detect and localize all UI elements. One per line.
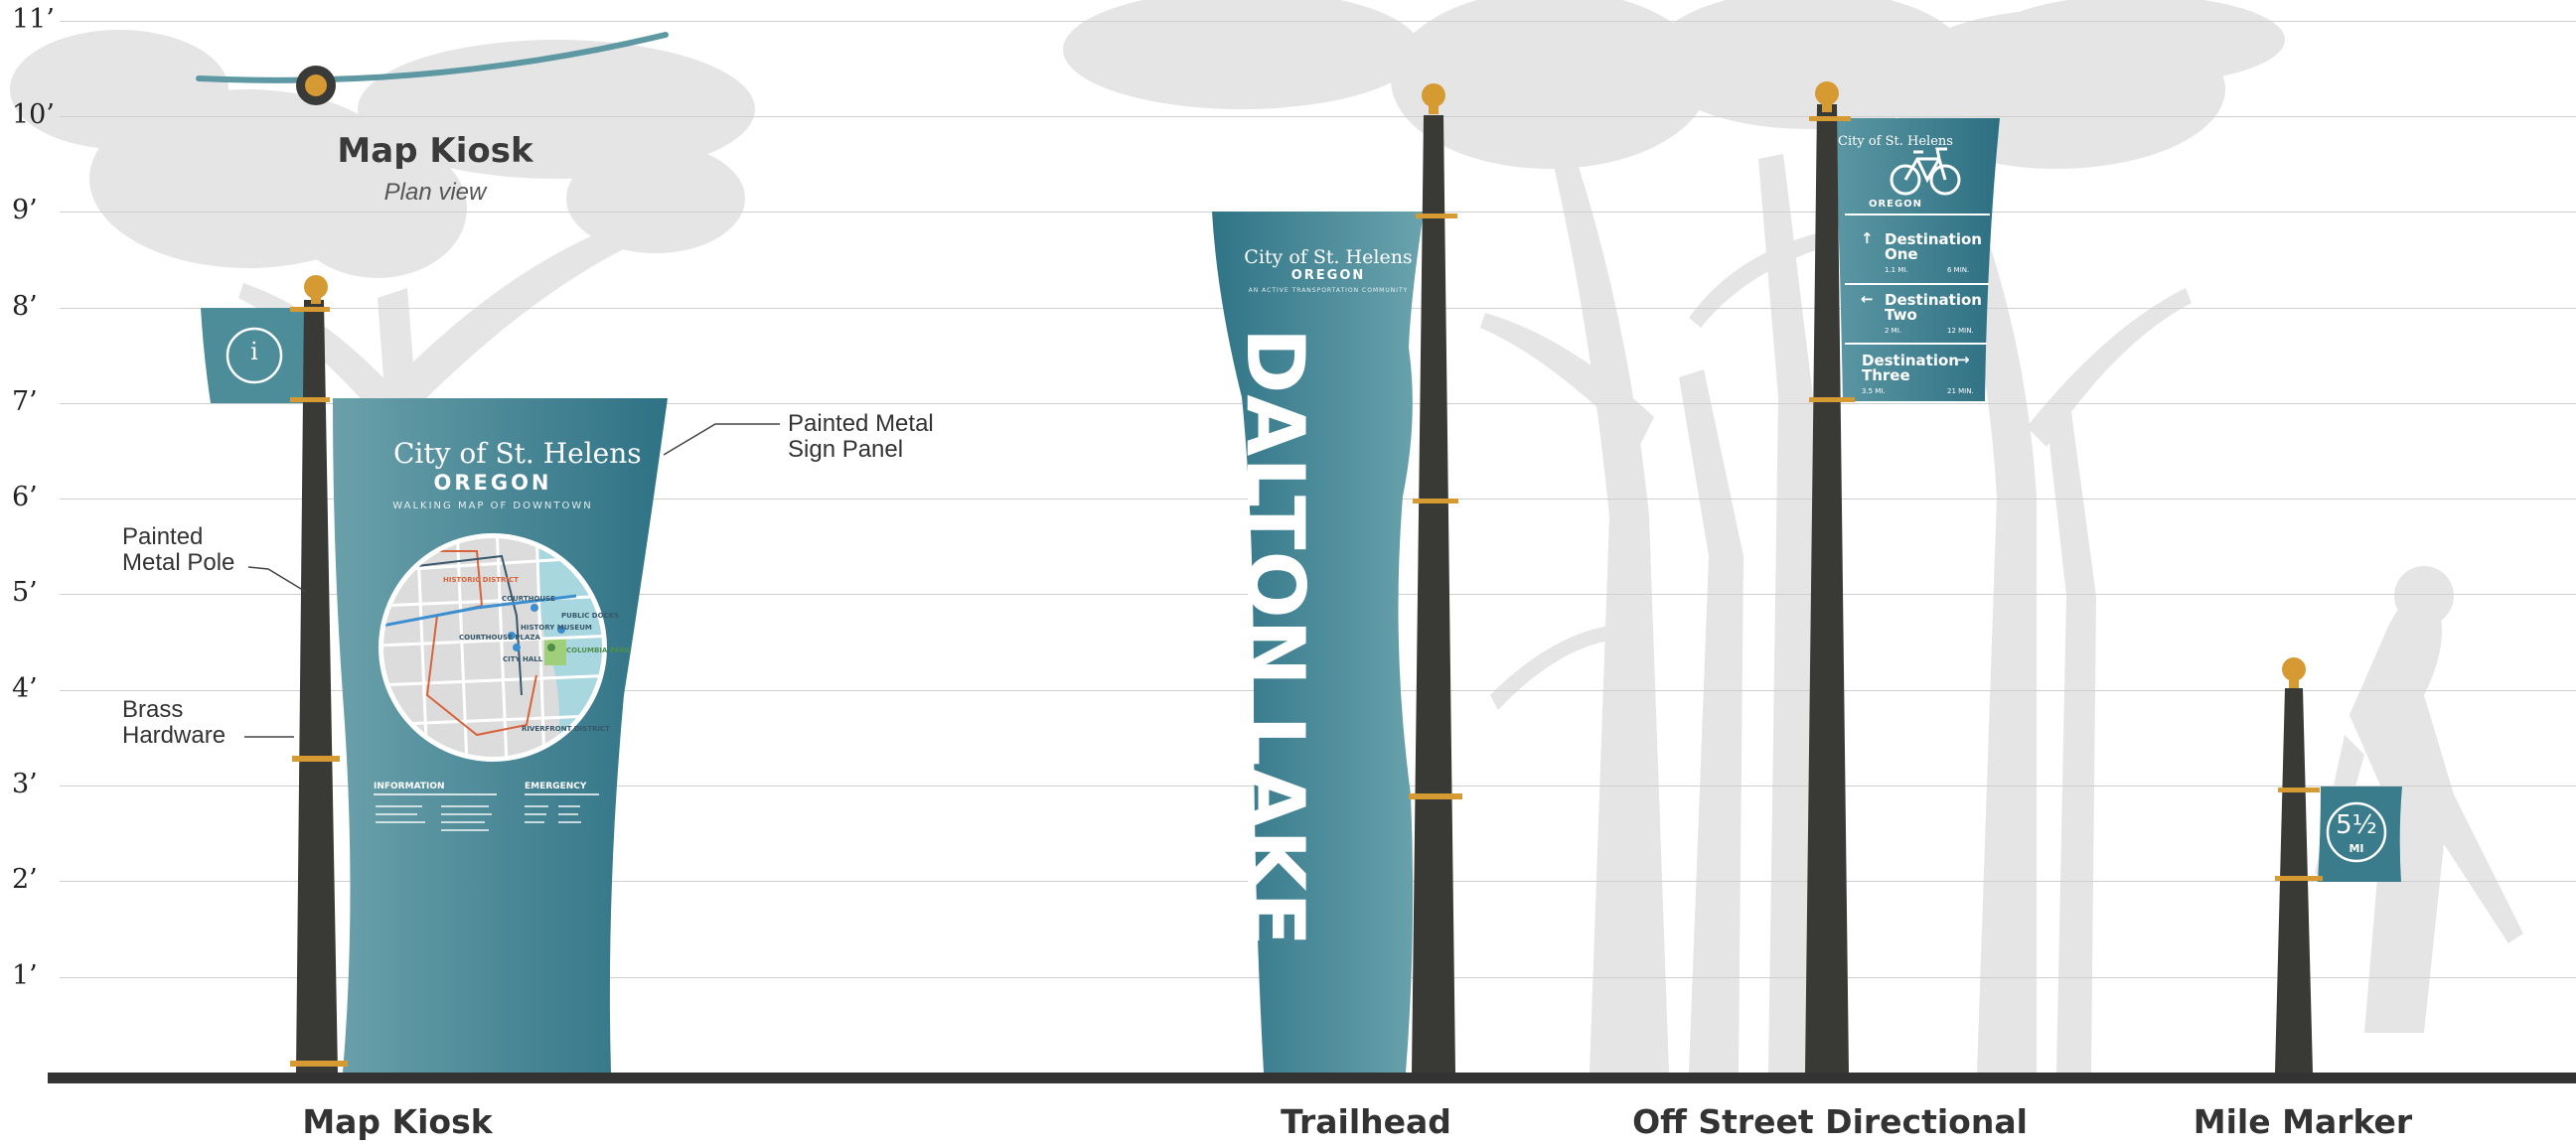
title-trailhead: Trailhead [1281, 1102, 1451, 1141]
trailhead-name: DALTON LAKE [1229, 328, 1321, 947]
height-label-2ft: 2’ [12, 864, 38, 895]
trailhead-subtitle: AN ACTIVE TRANSPORTATION COMMUNITY [1248, 287, 1409, 294]
map-label-riverfront-district: RIVERFRONT DISTRICT [522, 725, 610, 733]
trailhead-panel [1212, 212, 1424, 1073]
arrow-right-icon: → [1957, 351, 1970, 368]
off-street-finial [1815, 81, 1839, 105]
grid-line-11 [60, 21, 2576, 22]
arrow-left-icon: ← [1861, 290, 1874, 308]
destination-1-line1: Destination [1885, 230, 1982, 248]
height-label-6ft: 6’ [12, 482, 38, 512]
mile-marker-unit: MI [2349, 842, 2364, 855]
map-label-city-hall: CITY HALL [503, 655, 543, 663]
title-map-kiosk: Map Kiosk [302, 1102, 493, 1141]
destination-3-time: 21 MIN. [1947, 387, 1974, 395]
callout-pole: Painted Metal Pole [122, 524, 234, 576]
callout-panel: Painted Metal Sign Panel [788, 411, 934, 463]
off-street-city: City of St. Helens [1838, 134, 1953, 149]
info-icon: i [250, 338, 258, 365]
title-off-street-directional: Off Street Directional [1632, 1102, 2028, 1141]
callout-panel-line2: Sign Panel [788, 436, 904, 463]
trailhead-pole [1412, 115, 1455, 1073]
map-kiosk-brass-band [290, 1061, 348, 1067]
map-kiosk-city: City of St. Helens [393, 437, 642, 470]
destination-1-distance: 1.1 MI. [1885, 266, 1908, 274]
destination-3-line1: Destination [1862, 352, 1959, 369]
bicycle-icon [1890, 147, 1961, 196]
mile-marker-brass-band [2278, 788, 2320, 792]
destination-1-time: 6 MIN. [1947, 266, 1970, 274]
plan-view-title: Map Kiosk [337, 131, 533, 171]
map-kiosk-subtitle: WALKING MAP OF DOWNTOWN [392, 501, 593, 511]
map-kiosk-state: OREGON [433, 471, 552, 495]
map-kiosk-info-flag [201, 308, 308, 403]
off-street-pole [1805, 104, 1849, 1073]
off-street-brass-band [1809, 397, 1855, 402]
destination-2-time: 12 MIN. [1947, 327, 1974, 335]
arrow-up-icon: ↑ [1861, 229, 1874, 247]
callout-pole-line2: Metal Pole [122, 549, 235, 576]
off-street-panel [1835, 118, 2000, 401]
map-kiosk-pole [296, 300, 338, 1073]
destination-3-line2: Three [1862, 366, 1910, 384]
plan-view-subtitle: Plan view [383, 179, 487, 206]
map-label-history-museum: HISTORY MUSEUM [521, 624, 592, 632]
trailhead-brass-band [1409, 793, 1462, 799]
off-street-brass-band [1809, 116, 1851, 121]
destination-3-distance: 3.5 MI. [1862, 387, 1886, 395]
grid-line-10 [60, 116, 2576, 117]
map-label-historic-district: HISTORIC DISTRICT [443, 576, 519, 584]
mile-marker-brass-band [2275, 876, 2323, 881]
off-street-state: OREGON [1868, 199, 1923, 210]
trailhead-finial [1422, 83, 1445, 107]
destination-2-distance: 2 MI. [1885, 327, 1902, 335]
callout-hardware-line1: Brass [122, 696, 184, 723]
height-label-7ft: 7’ [12, 386, 38, 417]
callout-hardware: Brass Hardware [122, 697, 226, 749]
height-label-3ft: 3’ [12, 769, 38, 799]
trailhead-state: OREGON [1290, 268, 1366, 283]
height-label-10ft: 10’ [12, 99, 55, 130]
map-kiosk-finial [304, 275, 328, 299]
callout-pole-line1: Painted [122, 523, 204, 550]
callout-leader-pole [247, 566, 307, 593]
callout-panel-line1: Painted Metal [788, 410, 934, 437]
ground-line [48, 1073, 2576, 1083]
plan-view-drawing [196, 32, 669, 105]
map-label-public-docks: PUBLIC DOCKS [561, 612, 620, 620]
callout-hardware-line2: Hardware [122, 722, 227, 749]
height-label-8ft: 8’ [12, 291, 38, 322]
trailhead-brass-band [1416, 214, 1457, 218]
map-label-courthouse: COURTHOUSE [502, 595, 555, 603]
map-kiosk-brass-band [290, 307, 330, 312]
mile-marker-number: 5½ [2336, 810, 2377, 840]
callout-leader-panel [663, 423, 780, 456]
trailhead-city: City of St. Helens [1244, 246, 1413, 268]
map-kiosk-brass-band [290, 397, 330, 402]
map-kiosk-info-heading: INFORMATION [374, 782, 445, 791]
map-label-courthouse-plaza: COURTHOUSE PLAZA [459, 634, 540, 642]
title-mile-marker: Mile Marker [2193, 1102, 2413, 1141]
map-kiosk-emergency-heading: EMERGENCY [525, 782, 587, 791]
map-kiosk-brass-band [292, 756, 340, 762]
height-label-11ft: 11’ [12, 4, 55, 35]
destination-2-line1: Destination [1885, 291, 1982, 309]
height-label-5ft: 5’ [12, 577, 38, 608]
destination-1-line2: One [1885, 245, 1918, 263]
destination-2-line2: Two [1885, 306, 1917, 324]
mile-marker-finial [2282, 657, 2306, 681]
height-label-9ft: 9’ [12, 195, 38, 225]
trailhead-brass-band [1413, 499, 1458, 503]
map-label-columbia-park: COLUMBIA PARK [566, 646, 631, 654]
height-label-4ft: 4’ [12, 673, 38, 704]
height-label-1ft: 1’ [12, 960, 38, 991]
